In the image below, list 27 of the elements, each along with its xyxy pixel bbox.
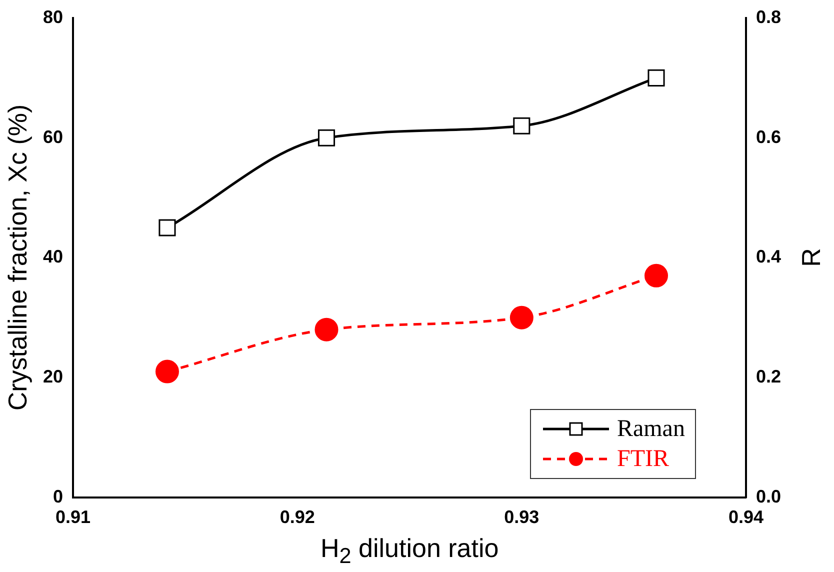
point <box>158 219 176 236</box>
y-tick-label: 20 <box>42 366 64 387</box>
point <box>510 306 534 330</box>
point <box>513 117 530 134</box>
y2-axis-title: R <box>796 248 827 268</box>
x-tick-label: 0.93 <box>504 507 540 528</box>
legend-label: Raman <box>616 416 685 443</box>
x-tick-label: 0.91 <box>56 507 91 528</box>
x-tick-label: 0.92 <box>280 507 315 528</box>
legend-label: FTIR <box>616 446 669 473</box>
y2-tick-label: 0.4 <box>756 246 782 267</box>
y-tick-label: 80 <box>42 6 64 27</box>
x-axis-title: H$_{2}$ dilution ratio <box>320 533 499 570</box>
x-tick-label: 0.94 <box>728 507 764 528</box>
y2-tick-label: 0.8 <box>756 6 782 27</box>
y2-tick-label: 0.2 <box>756 366 782 387</box>
point <box>314 318 338 342</box>
point <box>155 360 179 384</box>
y-tick-label: 60 <box>42 126 64 147</box>
point <box>648 69 665 86</box>
point <box>318 129 336 146</box>
point <box>644 264 668 288</box>
y-tick-label: 0 <box>53 486 64 506</box>
y2-tick-label: 0.6 <box>756 126 782 147</box>
y-axis-title: Crystalline fraction, Xc (%) <box>2 104 34 411</box>
y-tick-label: 40 <box>42 246 64 267</box>
y2-tick-label: 0.0 <box>756 486 782 506</box>
